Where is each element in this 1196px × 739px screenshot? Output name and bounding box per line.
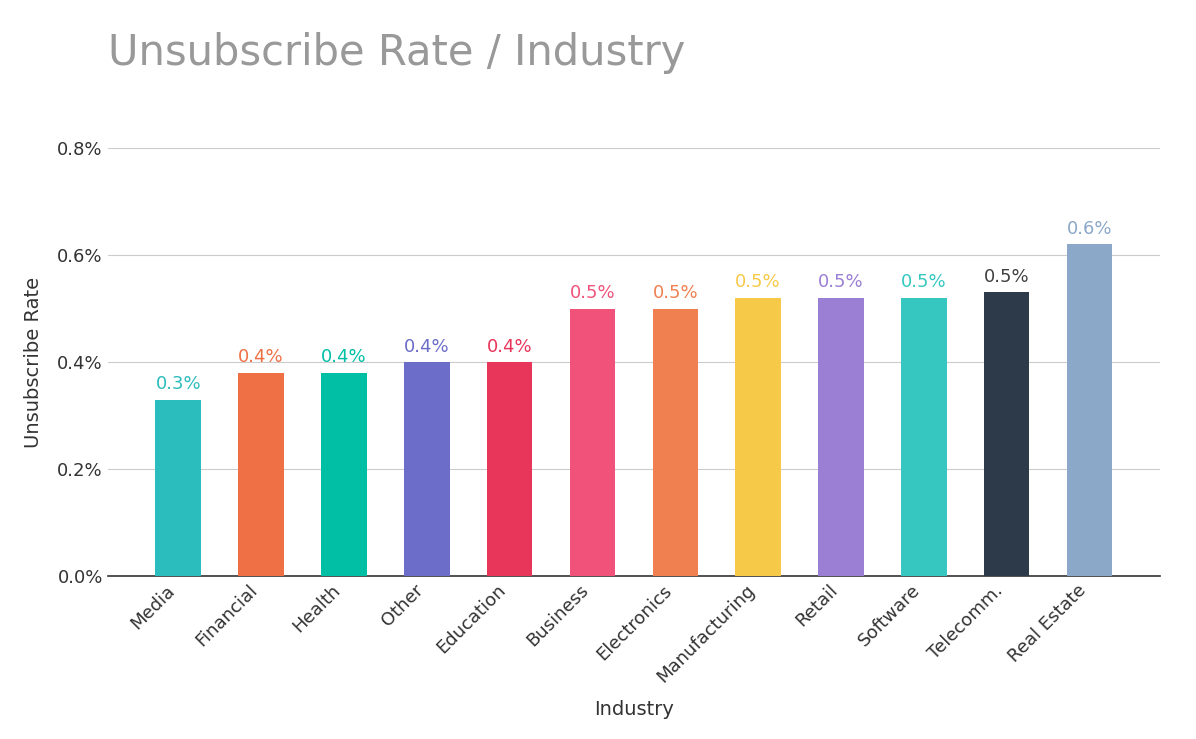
Bar [984,293,1030,576]
Bar [404,362,450,576]
Text: 0.4%: 0.4% [404,338,450,355]
X-axis label: Industry: Industry [594,700,673,719]
Text: 0.4%: 0.4% [238,348,283,367]
Text: 0.5%: 0.5% [984,268,1030,286]
Bar [653,308,698,576]
Bar [569,308,615,576]
Bar [736,298,781,576]
Bar [1067,244,1112,576]
Text: Unsubscribe Rate / Industry: Unsubscribe Rate / Industry [108,32,685,74]
Text: 0.6%: 0.6% [1067,219,1112,238]
Bar [901,298,946,576]
Text: 0.5%: 0.5% [818,273,864,291]
Text: 0.5%: 0.5% [736,273,781,291]
Bar [487,362,532,576]
Bar [238,372,283,576]
Bar [155,400,201,576]
Text: 0.5%: 0.5% [653,284,698,302]
Text: 0.4%: 0.4% [322,348,367,367]
Text: 0.5%: 0.5% [569,284,615,302]
Bar [322,372,367,576]
Text: 0.4%: 0.4% [487,338,532,355]
Text: 0.3%: 0.3% [155,375,201,393]
Y-axis label: Unsubscribe Rate: Unsubscribe Rate [24,276,43,448]
Bar [818,298,864,576]
Text: 0.5%: 0.5% [901,273,946,291]
